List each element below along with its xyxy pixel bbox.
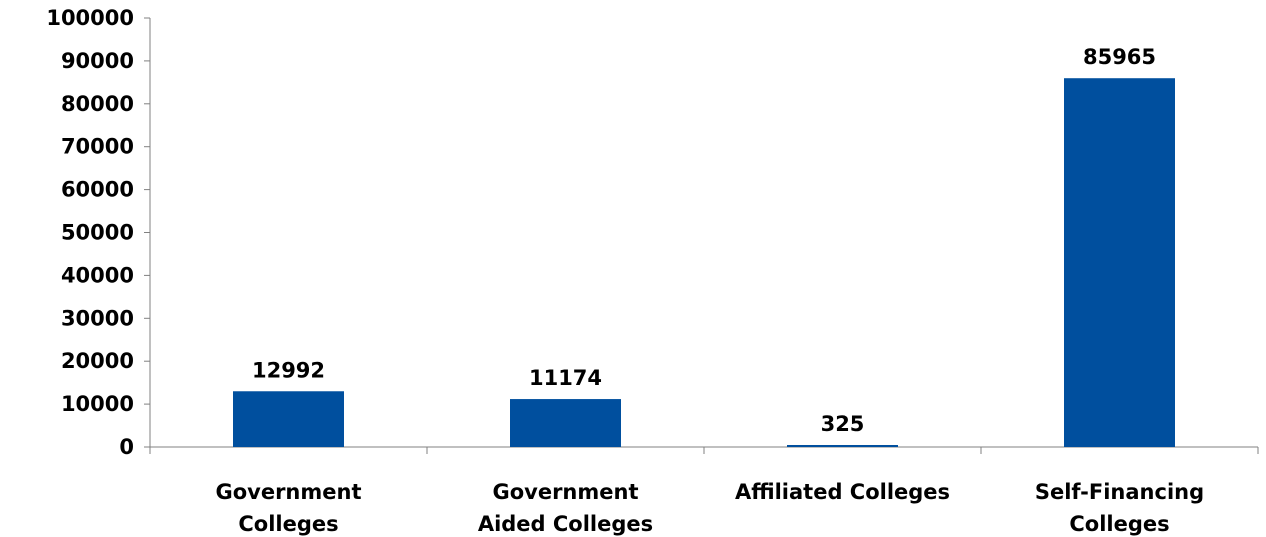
y-tick-label: 30000 bbox=[61, 306, 134, 330]
y-tick-label: 100000 bbox=[46, 6, 134, 30]
x-category-label: Government bbox=[492, 480, 638, 504]
data-label: 85965 bbox=[1083, 45, 1156, 69]
y-tick-label: 20000 bbox=[61, 349, 134, 373]
x-category-label: Aided Colleges bbox=[478, 512, 653, 536]
data-labels: 12992 11174 325 85965 bbox=[252, 45, 1156, 436]
y-tick-label: 40000 bbox=[61, 263, 134, 287]
bar bbox=[510, 399, 621, 447]
data-label: 12992 bbox=[252, 358, 325, 382]
y-tick-label: 10000 bbox=[61, 392, 134, 416]
x-category-label: Self-Financing bbox=[1035, 480, 1204, 504]
x-category-label: Government bbox=[215, 480, 361, 504]
x-category-label: Colleges bbox=[1069, 512, 1169, 536]
y-tick-label: 60000 bbox=[61, 178, 134, 202]
y-axis: 0 10000 20000 30000 40000 50000 60000 70000 8000… bbox=[46, 6, 151, 459]
y-tick-label: 80000 bbox=[61, 92, 134, 116]
data-label: 325 bbox=[821, 412, 865, 436]
x-axis bbox=[149, 446, 1259, 454]
bar bbox=[1064, 78, 1175, 448]
bar bbox=[233, 391, 344, 447]
y-tick-label: 50000 bbox=[61, 221, 134, 245]
bar bbox=[787, 445, 898, 447]
y-tick-label: 70000 bbox=[61, 135, 134, 159]
bars bbox=[233, 78, 1175, 448]
y-tick-label: 0 bbox=[119, 435, 134, 459]
data-label: 11174 bbox=[529, 366, 602, 390]
y-tick-label: 90000 bbox=[61, 49, 134, 73]
category-labels: Government Colleges Government Aided Colleg… bbox=[215, 480, 1204, 536]
x-category-label: Affiliated Colleges bbox=[735, 480, 950, 504]
x-category-label: Colleges bbox=[238, 512, 338, 536]
